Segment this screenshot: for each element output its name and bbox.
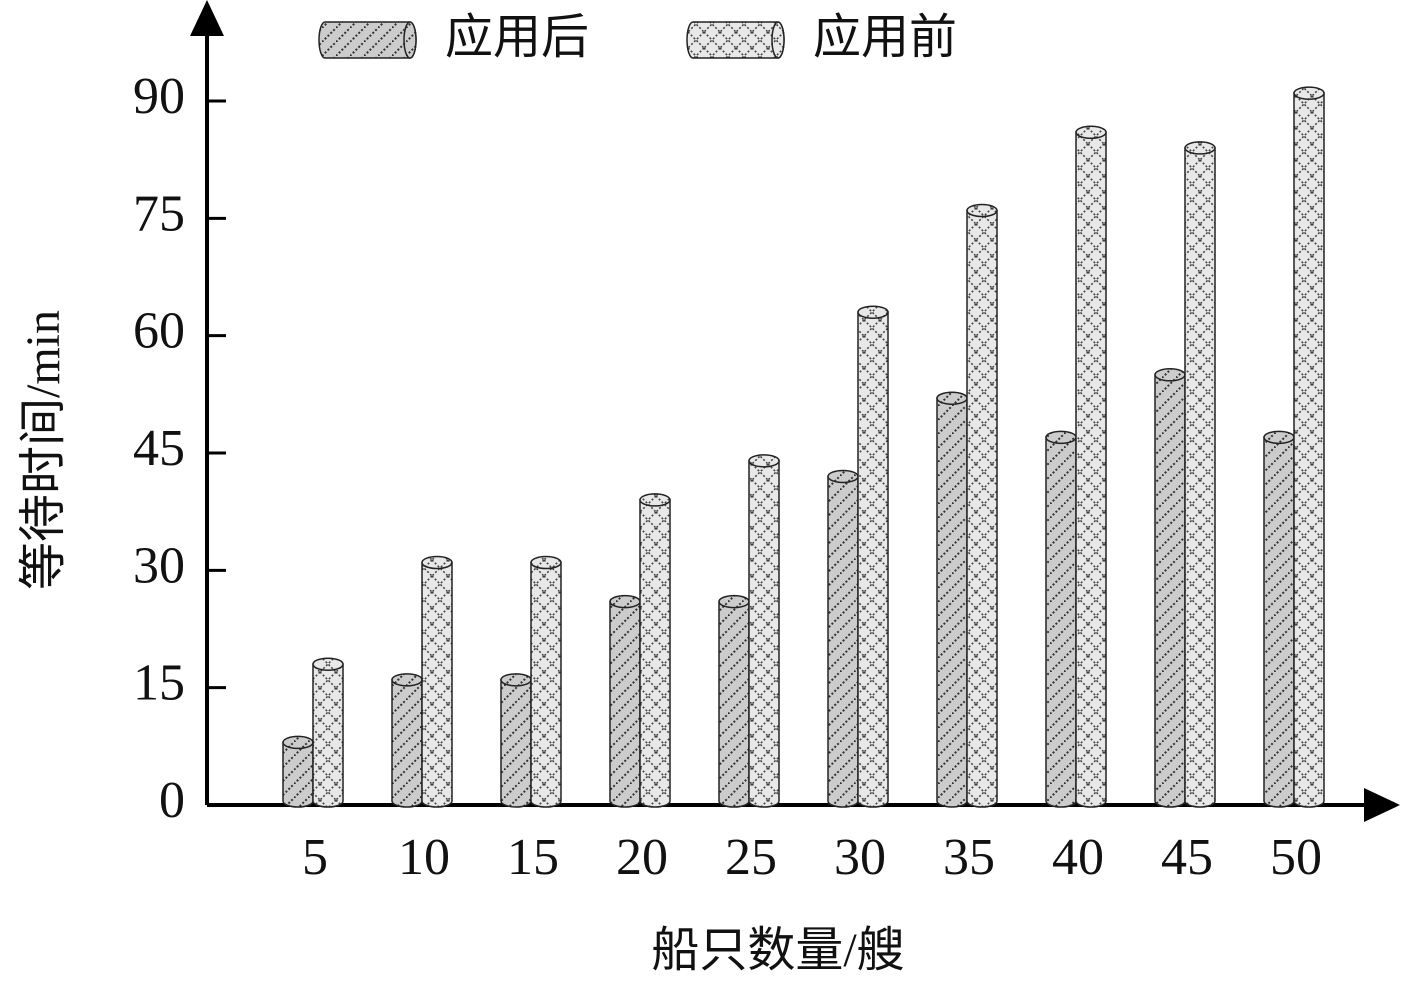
x-tick-label: 10 <box>398 829 450 886</box>
y-tick-label: 30 <box>133 537 185 594</box>
bar <box>1075 125 1107 808</box>
x-tick-label: 40 <box>1052 829 1104 886</box>
bar-top <box>609 594 641 609</box>
bar-body <box>1075 131 1107 808</box>
bar <box>1154 368 1186 808</box>
bar <box>1045 430 1077 808</box>
y-axis-label: 等待时间/min <box>17 310 70 590</box>
bar-body <box>1184 147 1216 808</box>
bar-body <box>827 475 859 808</box>
bar <box>718 594 750 808</box>
bar-top <box>530 555 562 570</box>
y-tick-label: 90 <box>133 68 185 125</box>
bar-body <box>282 741 314 808</box>
bar-top <box>1154 368 1186 382</box>
bar-top <box>282 735 314 750</box>
bar-top <box>966 203 998 218</box>
bar-body <box>936 397 968 808</box>
y-tick-label: 0 <box>159 772 185 829</box>
legend-swatch <box>686 21 785 59</box>
bar-top <box>857 305 889 319</box>
bar-top <box>936 391 968 405</box>
bar-body <box>391 679 423 808</box>
x-axis-label: 船只数量/艘 <box>651 924 904 977</box>
bar <box>282 735 314 808</box>
bar <box>857 305 889 808</box>
bar-body <box>1154 374 1186 808</box>
bar <box>1293 86 1325 808</box>
legend-label: 应用后 <box>445 11 589 64</box>
bar-body <box>1263 436 1295 808</box>
x-tick-label: 45 <box>1161 829 1213 886</box>
bar-top <box>748 454 780 468</box>
x-tick-label: 35 <box>943 829 995 886</box>
y-axis-arrow <box>190 0 224 36</box>
bar-body <box>966 209 998 808</box>
bar-body <box>748 460 780 808</box>
bar-top <box>1045 430 1077 445</box>
legend-swatch-end <box>771 21 785 59</box>
bar <box>500 673 532 808</box>
bar-top <box>1293 86 1325 100</box>
bar-body <box>312 663 344 808</box>
legend-swatch-end <box>403 21 417 59</box>
x-tick-label: 25 <box>725 829 777 886</box>
x-tick-label: 15 <box>507 829 559 886</box>
bar <box>312 657 344 808</box>
legend-label: 应用前 <box>813 11 957 64</box>
y-tick-label: 75 <box>133 185 185 242</box>
bar <box>391 673 423 808</box>
bar-top <box>391 673 423 687</box>
bar-top <box>421 555 453 570</box>
bar-body <box>421 561 453 808</box>
legend-item: 应用后 <box>318 11 589 64</box>
bar-body <box>609 600 641 808</box>
x-tick-label: 5 <box>302 829 328 886</box>
bar-top <box>718 594 750 609</box>
bar-body <box>1045 436 1077 808</box>
bar-body <box>1293 92 1325 808</box>
bar-body <box>718 600 750 808</box>
legend-swatch <box>318 21 417 59</box>
bar-top <box>639 493 671 507</box>
bar <box>827 469 859 808</box>
x-tick-label: 50 <box>1270 829 1322 886</box>
y-tick-label: 60 <box>133 303 185 360</box>
bar <box>530 555 562 808</box>
x-axis-arrow <box>1364 788 1400 822</box>
bar-top <box>312 657 344 671</box>
bar <box>1184 141 1216 808</box>
bar <box>639 493 671 808</box>
bar-top <box>1184 141 1216 155</box>
bar-top <box>827 469 859 484</box>
bar <box>748 454 780 808</box>
bar-body <box>500 679 532 808</box>
bar-body <box>857 311 889 808</box>
bar <box>1263 430 1295 808</box>
bar <box>936 391 968 808</box>
x-tick-label: 20 <box>616 829 668 886</box>
bar-top <box>500 673 532 687</box>
bar-top <box>1075 125 1107 140</box>
bar-body <box>530 561 562 808</box>
y-tick-label: 15 <box>133 655 185 712</box>
legend-item: 应用前 <box>686 11 957 64</box>
bar-top <box>1263 430 1295 445</box>
y-tick-label: 45 <box>133 420 185 477</box>
bar <box>421 555 453 808</box>
bar <box>966 203 998 808</box>
bar <box>609 594 641 808</box>
bar-body <box>639 499 671 808</box>
x-tick-label: 30 <box>834 829 886 886</box>
